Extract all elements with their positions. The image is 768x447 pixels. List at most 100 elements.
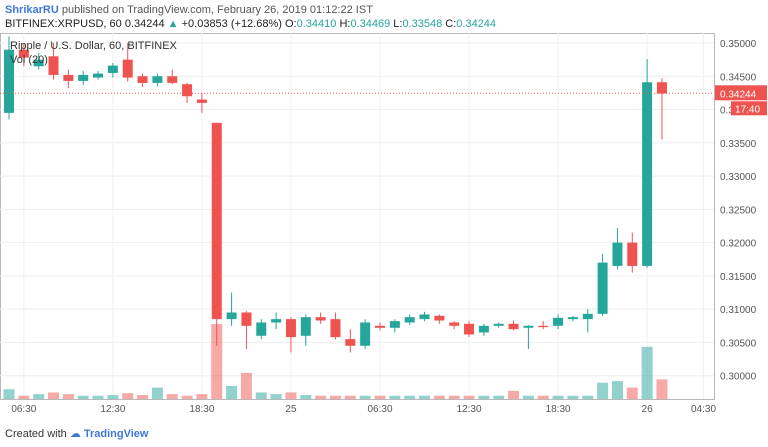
volume-bar [166, 394, 178, 399]
candle[interactable] [375, 322, 385, 331]
open-value: 0.34410 [296, 18, 337, 30]
volume-bar [493, 395, 505, 399]
candle[interactable] [300, 314, 311, 346]
candle[interactable] [478, 323, 489, 336]
volume-bar [374, 395, 386, 399]
candle-body [449, 322, 460, 326]
up-arrow-icon: ▲ [167, 18, 179, 30]
volume-bar [389, 395, 401, 399]
candle[interactable] [226, 292, 237, 326]
candle[interactable] [48, 42, 59, 80]
candle[interactable] [553, 314, 564, 330]
tradingview-brand-link[interactable]: TradingView [83, 428, 149, 440]
candle[interactable] [18, 42, 29, 67]
candle[interactable] [167, 69, 178, 85]
candle[interactable] [656, 78, 667, 140]
volume-bar [404, 395, 416, 399]
publish-line: ShrikarRU published on TradingView.com, … [5, 4, 373, 16]
candle[interactable] [538, 321, 549, 330]
candle[interactable] [182, 82, 193, 103]
volume-bar [62, 394, 74, 399]
candle[interactable] [389, 319, 400, 333]
candle[interactable] [63, 69, 74, 89]
y-tick-label: 0.34500 [720, 72, 757, 83]
candle[interactable] [285, 317, 296, 353]
candle[interactable] [122, 42, 133, 82]
candle[interactable] [256, 319, 267, 340]
high-value: 0.34469 [350, 18, 391, 30]
candle[interactable] [196, 92, 207, 113]
candle[interactable] [211, 122, 222, 346]
chart-title: Ripple / U.S. Dollar, 60, BITFINEX [10, 40, 178, 52]
chart-container[interactable]: 0.350000.345000.340000.335000.330000.325… [0, 33, 768, 421]
volume-bar [582, 395, 594, 399]
candle-body [241, 312, 252, 326]
volume-bar [226, 385, 238, 399]
candle[interactable] [271, 312, 282, 330]
volume-bar [48, 392, 60, 399]
candle[interactable] [464, 321, 475, 338]
candle[interactable] [93, 70, 104, 80]
high-label: H: [339, 18, 351, 30]
candle-body [567, 317, 578, 320]
candle[interactable] [404, 314, 415, 326]
candle-body [107, 65, 118, 73]
volume-bar [137, 395, 149, 399]
candle[interactable] [137, 73, 148, 87]
candle-body [4, 49, 14, 113]
candle[interactable] [612, 227, 623, 270]
candle-body [256, 322, 267, 336]
volume-bar [567, 395, 579, 399]
countdown-badge [731, 101, 767, 116]
candle[interactable] [434, 314, 445, 324]
candle-body [300, 317, 311, 336]
volume-bar [77, 395, 89, 399]
candle-body [78, 74, 89, 81]
x-tick-label: 06:30 [11, 404, 36, 415]
candle[interactable] [345, 329, 356, 353]
price-change: +0.03853 (+12.68%) [181, 18, 282, 30]
y-tick-label: 0.35000 [720, 39, 757, 50]
candle[interactable] [107, 62, 118, 78]
candle-body [523, 325, 534, 328]
candle[interactable] [33, 52, 44, 70]
author-name[interactable]: ShrikarRU [5, 4, 59, 16]
candle[interactable] [360, 319, 371, 350]
candle[interactable] [78, 70, 89, 85]
volume-bar [508, 390, 520, 399]
candle-body [122, 59, 133, 78]
candle[interactable] [449, 321, 460, 330]
volume-bar [211, 324, 223, 399]
candle[interactable] [330, 312, 341, 340]
y-tick-label: 0.33000 [720, 172, 757, 183]
x-tick-label: 06:30 [367, 404, 392, 415]
candle[interactable] [493, 322, 504, 328]
y-tick-label: 0.31000 [720, 305, 757, 316]
candle[interactable] [582, 309, 593, 333]
candle[interactable] [597, 253, 608, 316]
price-chart[interactable]: 0.350000.345000.340000.335000.330000.325… [0, 33, 768, 421]
candle[interactable] [315, 312, 326, 324]
y-tick-label: 0.30500 [720, 338, 757, 349]
volume-bar [300, 395, 312, 399]
candle[interactable] [152, 73, 163, 87]
low-label: L: [393, 18, 403, 30]
quote-line: BITFINEX:XRPUSD, 60 0.34244 ▲ +0.03853 (… [5, 18, 496, 30]
y-tick-label: 0.33500 [720, 139, 757, 150]
candle-body [196, 99, 207, 103]
candle[interactable] [4, 36, 14, 120]
current-price-badge [715, 85, 767, 101]
volume-bar [656, 379, 668, 399]
volume-bar [18, 395, 30, 399]
candle[interactable] [627, 232, 638, 273]
candle[interactable] [642, 58, 653, 268]
candle-body [167, 76, 178, 83]
candle[interactable] [523, 325, 534, 350]
candle[interactable] [567, 315, 578, 322]
volume-bar [344, 395, 356, 399]
x-tick-label: 25 [285, 404, 297, 415]
candle[interactable] [419, 311, 430, 322]
candle[interactable] [241, 311, 252, 350]
candle-body [419, 314, 430, 320]
candle[interactable] [508, 320, 519, 331]
